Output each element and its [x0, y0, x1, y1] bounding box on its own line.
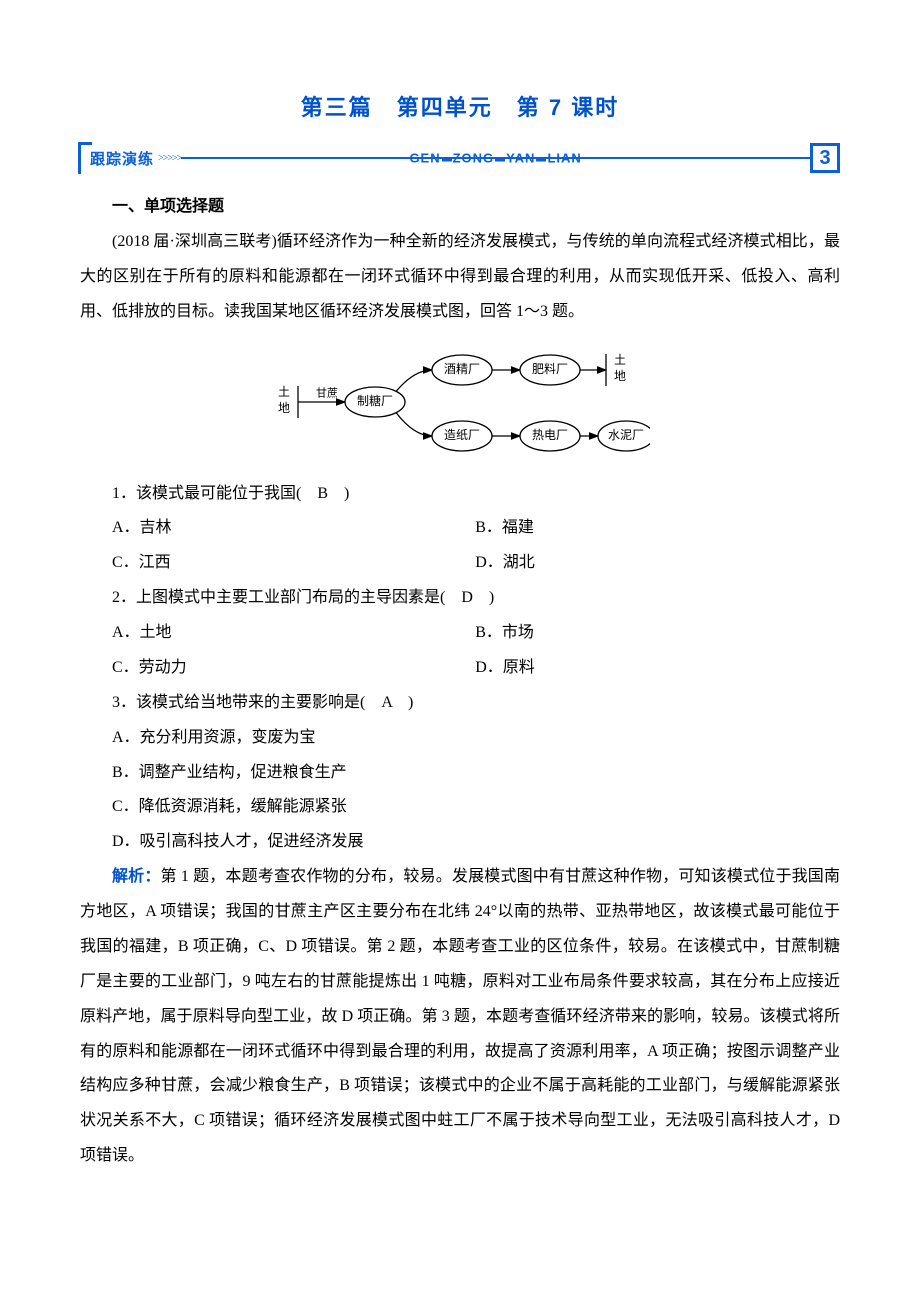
banner-number-box: 3: [810, 143, 840, 173]
svg-text:地: 地: [278, 401, 290, 415]
banner-mid-3: LIAN: [547, 151, 581, 166]
svg-text:制糖厂: 制糖厂: [357, 392, 393, 407]
svg-text:土: 土: [614, 353, 626, 367]
option: C．降低资源消耗，缓解能源紧张: [80, 790, 840, 825]
option: C．江西: [80, 546, 475, 581]
option-row: C．降低资源消耗，缓解能源紧张: [80, 790, 840, 825]
question-stem: 1．该模式最可能位于我国( B ): [80, 477, 840, 512]
section-heading: 一、单项选择题: [80, 190, 840, 225]
page-title: 第三篇 第四单元 第 7 课时: [80, 90, 840, 122]
section-banner: 跟踪演练 >>>>> GEN ZONG YAN LIAN 3: [80, 144, 840, 172]
svg-text:地: 地: [614, 369, 626, 383]
question-stem: 2．上图模式中主要工业部门布局的主导因素是( D ): [80, 581, 840, 616]
option-row: C．江西D．湖北: [80, 546, 840, 581]
banner-mid-text: GEN ZONG YAN LIAN: [409, 151, 581, 166]
intro-paragraph: (2018 届·深圳高三联考)循环经济作为一种全新的经济发展模式，与传统的单向流…: [80, 225, 840, 330]
option: D．湖北: [475, 546, 840, 581]
option-row: C．劳动力D．原料: [80, 651, 840, 686]
banner-left: 跟踪演练 >>>>>: [80, 144, 181, 172]
svg-text:肥料厂: 肥料厂: [532, 361, 568, 375]
option: B．调整产业结构，促进粮食生产: [80, 756, 840, 791]
explanation-text: 第 1 题，本题考查农作物的分布，较易。发展模式图中有甘蔗这种作物，可知该模式位…: [80, 868, 840, 1164]
dash-icon: [442, 157, 452, 161]
dash-icon: [495, 157, 505, 161]
svg-text:水泥厂: 水泥厂: [608, 427, 644, 441]
option-row: D．吸引高科技人才，促进经济发展: [80, 825, 840, 860]
banner-arrows-icon: >>>>>: [158, 153, 181, 164]
explanation-paragraph: 解析：第 1 题，本题考查农作物的分布，较易。发展模式图中有甘蔗这种作物，可知该…: [80, 860, 840, 1174]
option-row: A．吉林B．福建: [80, 511, 840, 546]
option: B．市场: [475, 616, 840, 651]
diagram-container: 土地甘蔗制糖厂酒精厂造纸厂肥料厂热电厂土地水泥厂: [80, 336, 840, 471]
banner-corner-icon: [78, 142, 92, 174]
svg-text:造纸厂: 造纸厂: [444, 427, 480, 441]
svg-text:甘蔗: 甘蔗: [316, 386, 338, 399]
banner-mid-2: YAN: [506, 151, 535, 166]
option-row: A．土地B．市场: [80, 616, 840, 651]
option: B．福建: [475, 511, 840, 546]
banner-mid-0: GEN: [409, 151, 440, 166]
banner-mid-1: ZONG: [453, 151, 495, 166]
questions-block: 1．该模式最可能位于我国( B )A．吉林B．福建C．江西D．湖北2．上图模式中…: [80, 477, 840, 861]
option: D．原料: [475, 651, 840, 686]
option: D．吸引高科技人才，促进经济发展: [80, 825, 840, 860]
option-row: B．调整产业结构，促进粮食生产: [80, 756, 840, 791]
explanation-label: 解析：: [112, 868, 161, 885]
option-row: A．充分利用资源，变废为宝: [80, 721, 840, 756]
option: A．充分利用资源，变废为宝: [80, 721, 840, 756]
flowchart-diagram: 土地甘蔗制糖厂酒精厂造纸厂肥料厂热电厂土地水泥厂: [270, 336, 650, 466]
option: A．土地: [80, 616, 475, 651]
svg-text:土: 土: [278, 385, 290, 399]
svg-text:热电厂: 热电厂: [532, 427, 568, 441]
svg-text:酒精厂: 酒精厂: [444, 361, 480, 375]
question-stem: 3．该模式给当地带来的主要影响是( A ): [80, 686, 840, 721]
option: C．劳动力: [80, 651, 475, 686]
dash-icon: [536, 157, 546, 161]
option: A．吉林: [80, 511, 475, 546]
banner-line: GENZONGYANLIAN: [181, 157, 810, 160]
